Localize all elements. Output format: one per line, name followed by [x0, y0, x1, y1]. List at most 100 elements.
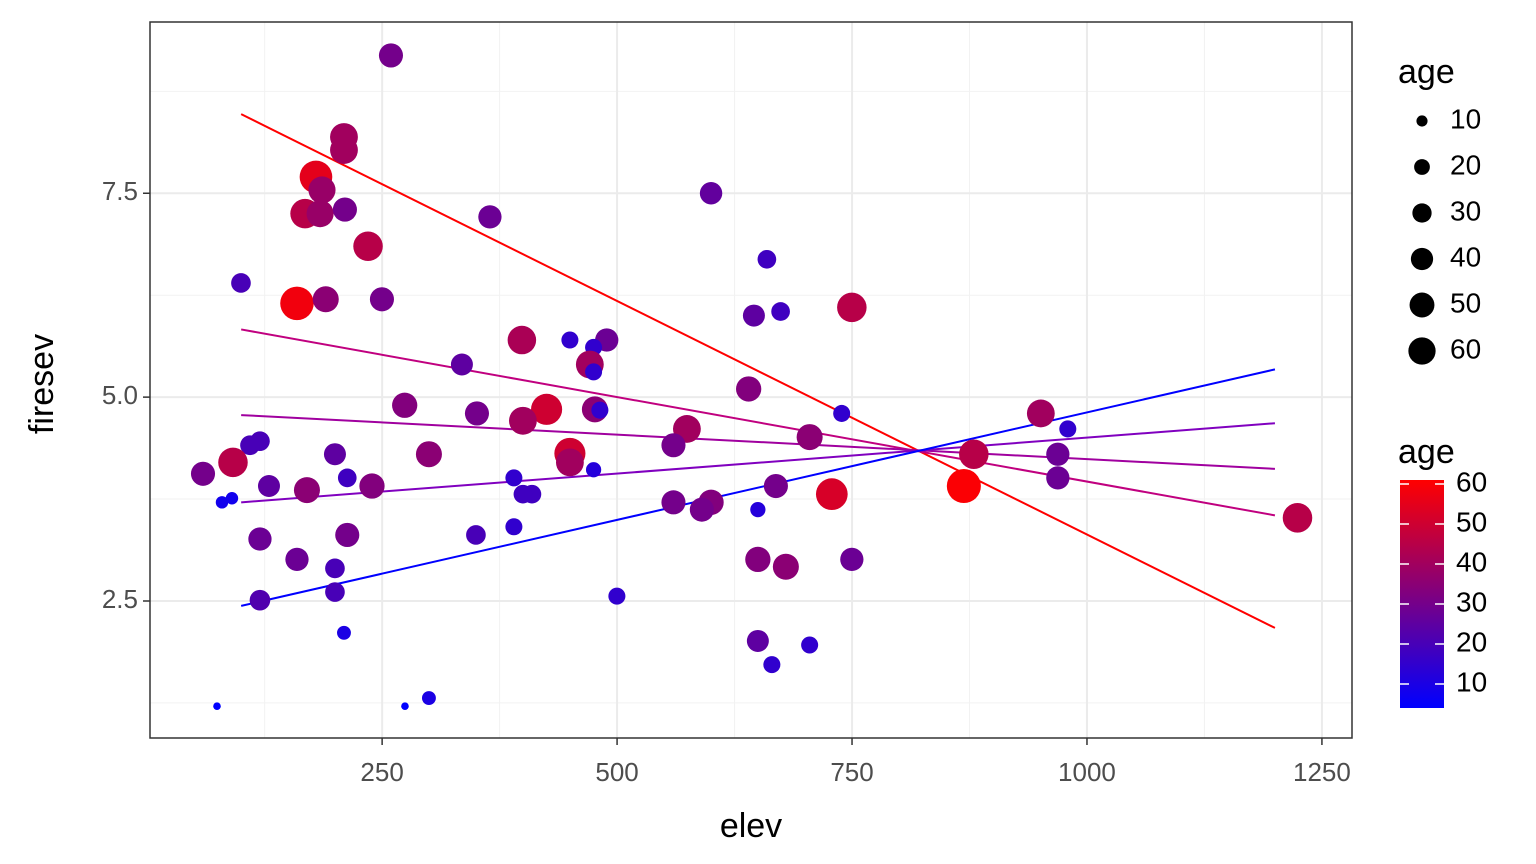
point	[959, 439, 989, 469]
plot-border	[149, 21, 1353, 739]
point	[763, 656, 781, 674]
point	[750, 502, 766, 518]
size-legend-label: 30	[1450, 195, 1481, 226]
point	[213, 702, 221, 711]
point	[464, 401, 490, 426]
point	[736, 376, 762, 402]
point	[308, 176, 336, 204]
point	[757, 249, 777, 269]
point	[248, 527, 272, 551]
point	[1046, 442, 1070, 466]
point	[608, 587, 626, 605]
point	[689, 497, 714, 522]
point	[763, 473, 788, 499]
point	[337, 468, 357, 488]
point	[833, 404, 851, 422]
colorbar	[1400, 480, 1444, 708]
point	[1046, 466, 1070, 490]
point	[746, 629, 769, 652]
point	[815, 478, 848, 511]
x-tick-label: 750	[830, 757, 873, 787]
point	[190, 461, 216, 486]
point	[661, 490, 686, 515]
point	[378, 43, 404, 68]
point	[771, 302, 790, 321]
point	[218, 447, 248, 478]
point	[1282, 503, 1313, 533]
point	[555, 448, 584, 477]
size-legend-label: 40	[1450, 241, 1481, 272]
point	[507, 325, 537, 355]
point	[585, 363, 603, 381]
point	[450, 353, 473, 376]
point	[745, 546, 771, 573]
y-tick-label: 5.0	[102, 380, 138, 410]
point	[837, 292, 867, 323]
point	[505, 518, 523, 536]
point	[369, 287, 394, 312]
point	[359, 473, 385, 499]
fit-line	[240, 328, 1276, 517]
x-tick-label: 500	[595, 757, 638, 787]
size-legend-key	[1408, 337, 1436, 365]
point	[742, 304, 765, 327]
point	[280, 286, 314, 321]
size-legend-label: 20	[1450, 149, 1481, 180]
point	[840, 547, 864, 572]
fit-line	[240, 113, 1276, 629]
point	[306, 200, 334, 228]
point	[285, 547, 309, 572]
x-tick-label: 1250	[1293, 757, 1351, 787]
size-legend-key	[1409, 292, 1435, 318]
point	[312, 286, 339, 313]
point	[231, 273, 251, 293]
point	[772, 553, 799, 580]
size-legend-key	[1410, 247, 1434, 271]
x-tick-label: 250	[360, 757, 403, 787]
colorbar-label: 40	[1456, 546, 1487, 577]
point	[699, 182, 723, 205]
point	[591, 401, 609, 419]
point	[561, 331, 579, 349]
point	[508, 406, 537, 435]
point	[801, 636, 819, 654]
point	[415, 441, 442, 468]
x-axis-label: elev	[720, 807, 782, 845]
y-tick-label: 2.5	[102, 584, 138, 614]
point	[257, 475, 280, 498]
point	[531, 393, 563, 425]
point	[513, 484, 533, 504]
point	[330, 136, 358, 164]
colorbar-label: 20	[1456, 626, 1487, 657]
fit-line	[241, 422, 1276, 504]
size-legend-label: 50	[1450, 287, 1481, 318]
colorbar-label: 50	[1456, 506, 1487, 537]
point	[466, 525, 486, 545]
colorbar-label: 10	[1456, 666, 1487, 697]
size-legend-label: 60	[1450, 333, 1481, 364]
size-legend-key	[1414, 159, 1430, 175]
size-legend-label: 10	[1450, 103, 1481, 134]
y-tick-label: 7.5	[102, 176, 138, 206]
point	[392, 392, 418, 418]
x-tick-label: 1000	[1058, 757, 1116, 787]
size-legend-key	[1412, 203, 1432, 223]
point	[293, 477, 320, 504]
point	[240, 435, 260, 456]
point	[401, 702, 409, 711]
point	[325, 582, 345, 602]
point	[661, 433, 686, 458]
point	[505, 469, 523, 487]
point	[325, 558, 345, 579]
point	[1059, 420, 1077, 438]
point	[323, 443, 346, 466]
size-legend-key	[1416, 115, 1428, 127]
point	[478, 205, 502, 229]
colorbar-label: 60	[1456, 466, 1487, 497]
point	[249, 589, 271, 611]
point	[421, 691, 436, 705]
point	[585, 462, 602, 478]
point	[946, 468, 981, 504]
